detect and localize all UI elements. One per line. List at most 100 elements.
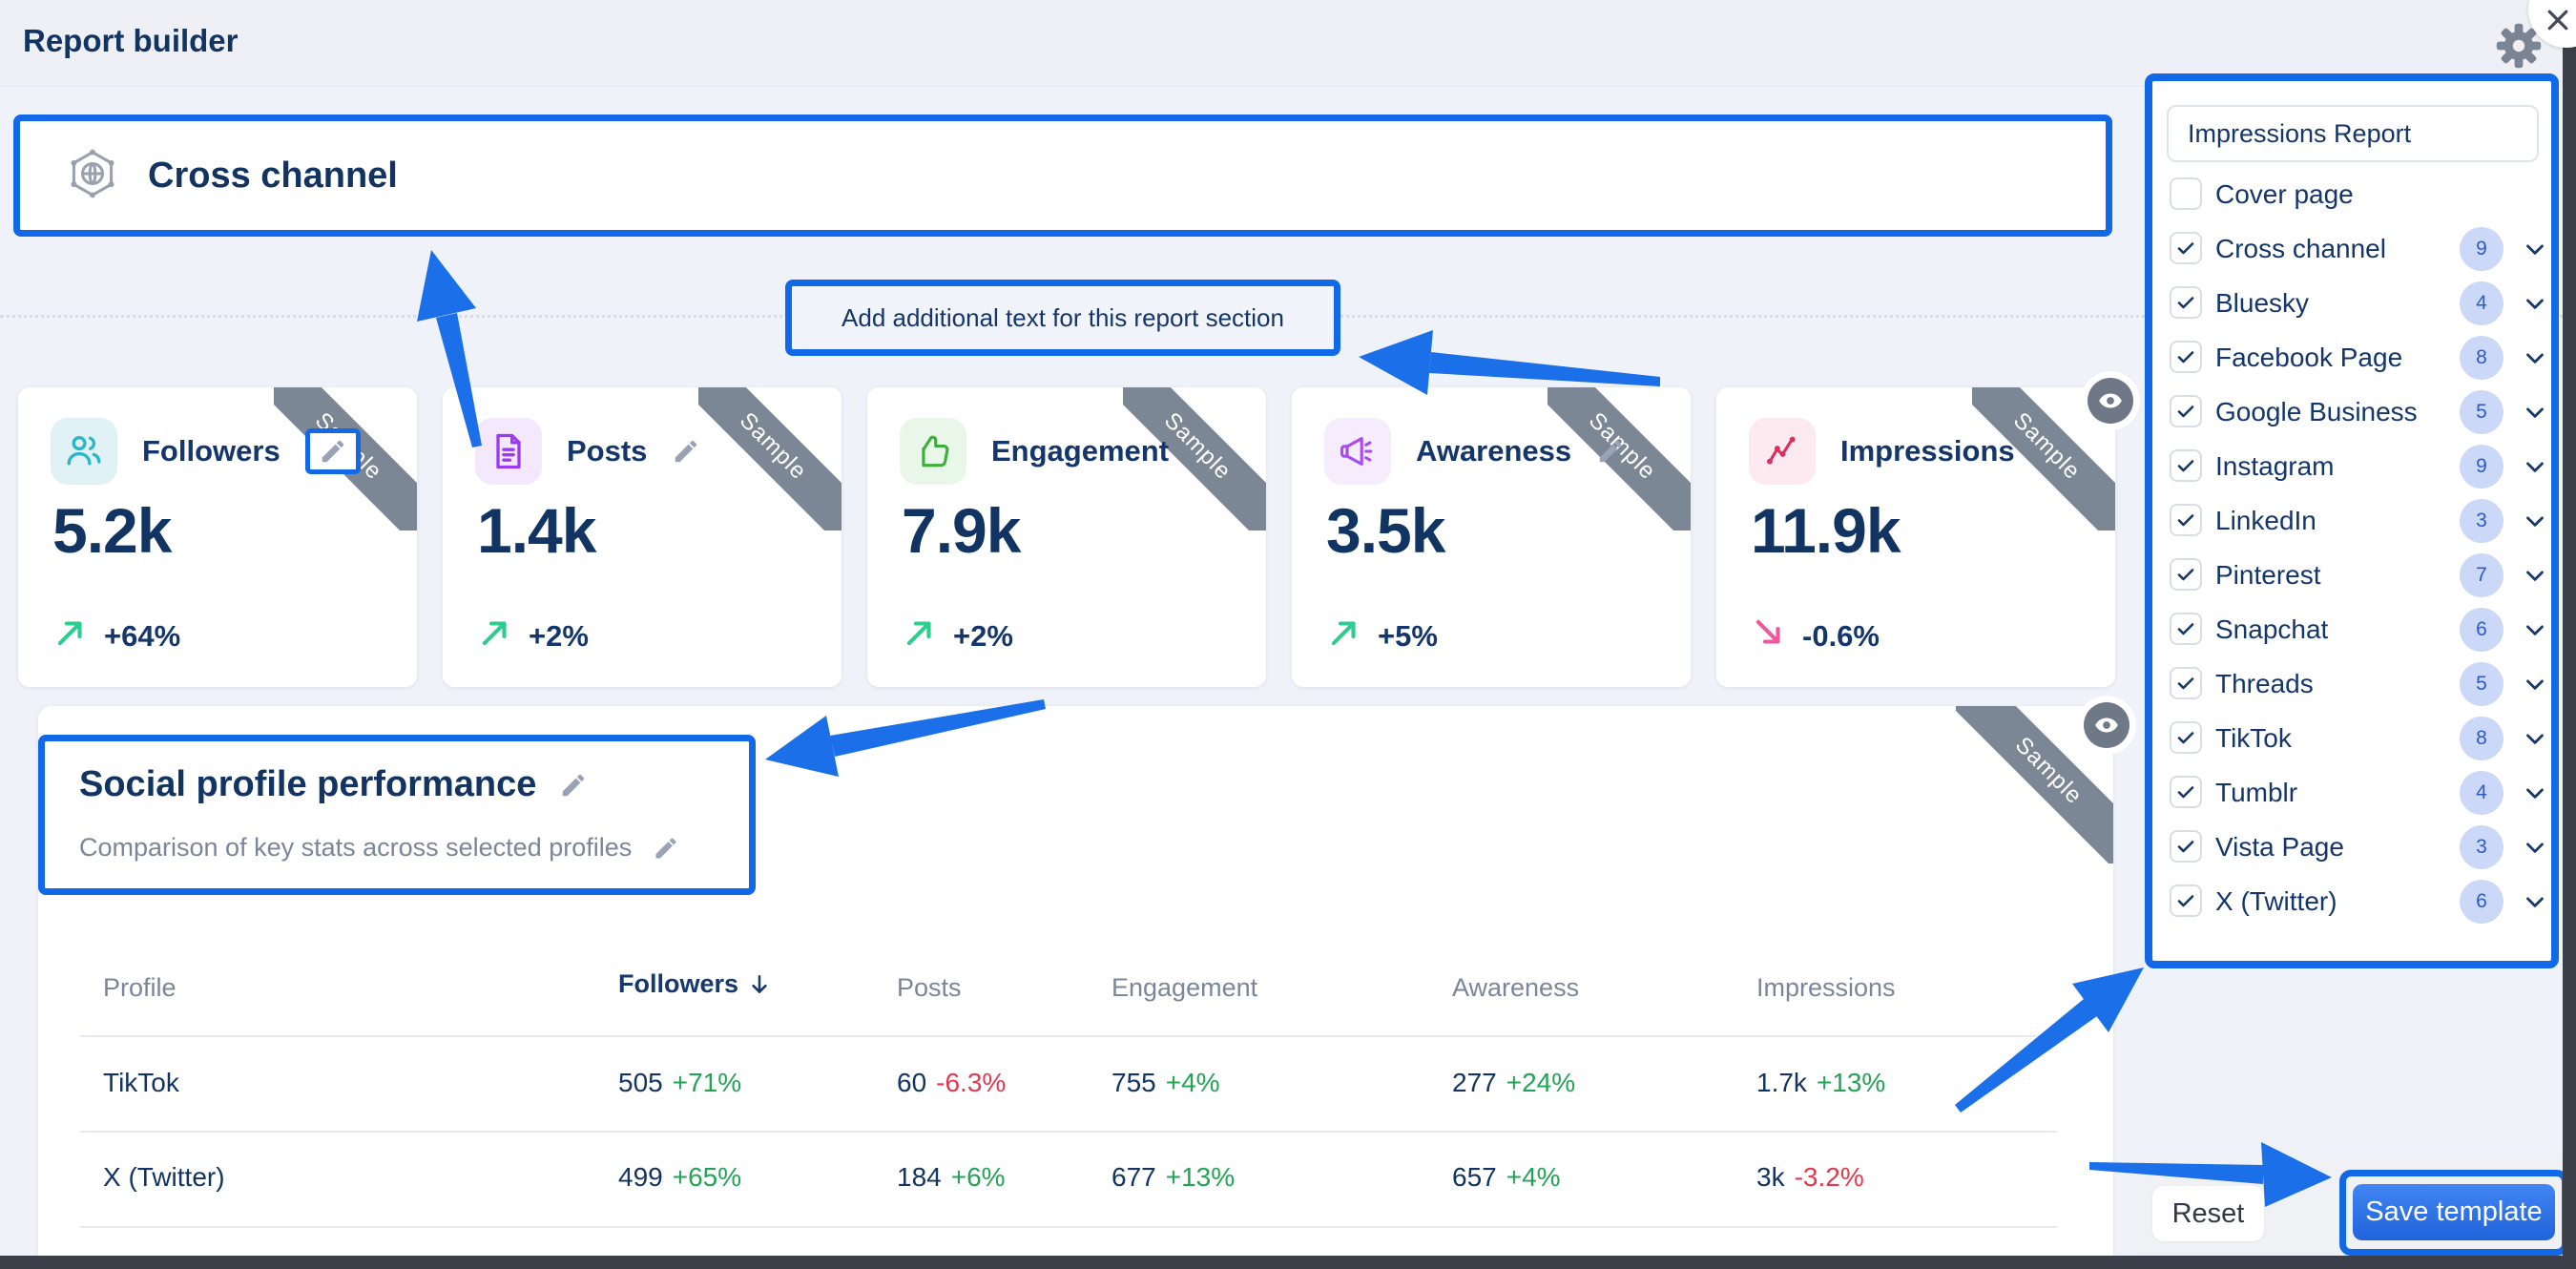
- metric-card-followers: Sample Followers 5.2k: [18, 387, 417, 687]
- chevron-down-icon[interactable]: [2521, 343, 2549, 372]
- checkbox-checked[interactable]: [2170, 830, 2202, 863]
- reset-button[interactable]: Reset: [2152, 1186, 2264, 1241]
- social-profile-performance-card: Sample Social profile performance Compar…: [38, 706, 2113, 1256]
- panel-item-tiktok[interactable]: TikTok 8: [2152, 711, 2549, 765]
- panel-item-instagram[interactable]: Instagram 9: [2152, 439, 2549, 493]
- add-text-callout[interactable]: Add additional text for this report sect…: [785, 280, 1340, 356]
- chevron-down-icon[interactable]: [2521, 615, 2549, 644]
- cross-channel-network-icon: [66, 147, 119, 205]
- report-name-input[interactable]: [2167, 105, 2539, 162]
- panel-item-facebook-page[interactable]: Facebook Page 8: [2152, 330, 2549, 385]
- edit-pencil-icon[interactable]: [304, 428, 361, 474]
- sample-ribbon: Sample: [698, 387, 841, 530]
- metric-card-engagement: Sample Engagement 7.9k +2%: [867, 387, 1266, 687]
- checkbox-checked[interactable]: [2170, 884, 2202, 917]
- settings-gear-icon[interactable]: [2496, 23, 2542, 69]
- card-title: Impressions: [1840, 434, 2015, 468]
- card-value: 7.9k: [902, 495, 1021, 566]
- panel-item-vista-page[interactable]: Vista Page 3: [2152, 820, 2549, 874]
- engagement-icon: [900, 418, 966, 485]
- edit-pencil-icon[interactable]: [672, 437, 700, 466]
- count-badge: 8: [2460, 335, 2503, 380]
- checkbox-checked[interactable]: [2170, 286, 2202, 319]
- card-value: 5.2k: [52, 495, 172, 566]
- section-title-box[interactable]: Social profile performance Comparison of…: [38, 735, 756, 895]
- panel-item-bluesky[interactable]: Bluesky 4: [2152, 276, 2549, 330]
- panel-item-linkedin[interactable]: LinkedIn 3: [2152, 493, 2549, 548]
- visibility-eye-icon[interactable]: [2084, 702, 2129, 748]
- cross-channel-section-header[interactable]: Cross channel: [13, 114, 2112, 237]
- panel-item-threads[interactable]: Threads 5: [2152, 656, 2549, 711]
- chevron-down-icon[interactable]: [2521, 833, 2549, 862]
- checkbox-checked[interactable]: [2170, 504, 2202, 536]
- save-template-highlight-box: Save template: [2339, 1170, 2568, 1256]
- checkbox-checked[interactable]: [2170, 395, 2202, 427]
- chevron-down-icon[interactable]: [2521, 561, 2549, 590]
- chevron-down-icon[interactable]: [2521, 670, 2549, 698]
- chevron-down-icon[interactable]: [2521, 724, 2549, 753]
- edit-pencil-icon[interactable]: [559, 771, 588, 800]
- sort-desc-icon: [752, 974, 767, 993]
- column-header-followers-sorted[interactable]: Followers: [618, 969, 773, 999]
- panel-item-x-twitter[interactable]: X (Twitter) 6: [2152, 874, 2549, 928]
- posts-icon: [475, 418, 542, 485]
- trend-up-icon: [902, 614, 938, 658]
- close-icon: [2547, 10, 2568, 31]
- checkbox-checked[interactable]: [2170, 667, 2202, 699]
- checkbox-checked[interactable]: [2170, 613, 2202, 645]
- impressions-icon: [1749, 418, 1816, 485]
- checkbox-checked[interactable]: [2170, 776, 2202, 808]
- row-divider: [80, 1226, 2057, 1228]
- card-title: Posts: [567, 434, 648, 468]
- count-badge: 3: [2460, 498, 2503, 543]
- card-title: Awareness: [1416, 434, 1572, 468]
- checkbox-checked[interactable]: [2170, 341, 2202, 373]
- count-badge: 4: [2460, 770, 2503, 815]
- panel-item-google-business[interactable]: Google Business 5: [2152, 385, 2549, 439]
- column-header-awareness[interactable]: Awareness: [1452, 973, 1580, 1002]
- trend-up-icon: [1326, 614, 1362, 658]
- edit-pencil-icon[interactable]: [1596, 437, 1625, 466]
- column-header-profile[interactable]: Profile: [103, 973, 177, 1002]
- metric-card-impressions: Sample Impressions 11.9k: [1716, 387, 2115, 687]
- count-badge: 9: [2460, 444, 2503, 489]
- chevron-down-icon[interactable]: [2521, 398, 2549, 426]
- followers-icon: [51, 418, 117, 485]
- panel-item-cross-channel[interactable]: Cross channel 9: [2152, 221, 2549, 276]
- chevron-down-icon[interactable]: [2521, 887, 2549, 916]
- card-trend: +2%: [953, 619, 1013, 653]
- column-header-posts[interactable]: Posts: [897, 973, 962, 1002]
- column-header-impressions[interactable]: Impressions: [1756, 973, 1896, 1002]
- visibility-eye-icon[interactable]: [2088, 378, 2133, 424]
- card-value: 3.5k: [1326, 495, 1445, 566]
- chevron-down-icon[interactable]: [2521, 507, 2549, 535]
- column-header-engagement[interactable]: Engagement: [1111, 973, 1258, 1002]
- checkbox-checked[interactable]: [2170, 558, 2202, 591]
- panel-item-snapchat[interactable]: Snapchat 6: [2152, 602, 2549, 656]
- trend-down-icon: [1751, 614, 1787, 658]
- checkbox-checked[interactable]: [2170, 449, 2202, 482]
- card-trend: +64%: [104, 619, 181, 653]
- profile-cell: X (Twitter): [103, 1162, 225, 1192]
- panel-item-pinterest[interactable]: Pinterest 7: [2152, 548, 2549, 602]
- panel-item-cover-page[interactable]: Cover page: [2152, 167, 2549, 221]
- edit-pencil-icon[interactable]: [653, 835, 679, 862]
- scrollbar[interactable]: [2563, 0, 2576, 1269]
- checkbox-unchecked[interactable]: [2170, 177, 2202, 210]
- count-badge: 9: [2460, 226, 2503, 271]
- add-text-label: Add additional text for this report sect…: [841, 302, 1284, 332]
- count-badge: 4: [2460, 281, 2503, 325]
- checkbox-checked[interactable]: [2170, 721, 2202, 754]
- report-sections-panel: Cover page Cross channel 9 Bluesky 4 Fac…: [2145, 73, 2559, 968]
- checkbox-checked[interactable]: [2170, 232, 2202, 264]
- count-badge: 6: [2460, 879, 2503, 924]
- panel-item-tumblr[interactable]: Tumblr 4: [2152, 765, 2549, 820]
- save-template-button[interactable]: Save template: [2353, 1184, 2555, 1240]
- chevron-down-icon[interactable]: [2521, 235, 2549, 263]
- card-trend: +2%: [529, 619, 589, 653]
- count-badge: 7: [2460, 552, 2503, 597]
- chevron-down-icon[interactable]: [2521, 779, 2549, 807]
- chevron-down-icon[interactable]: [2521, 452, 2549, 481]
- count-badge: 5: [2460, 661, 2503, 706]
- chevron-down-icon[interactable]: [2521, 289, 2549, 318]
